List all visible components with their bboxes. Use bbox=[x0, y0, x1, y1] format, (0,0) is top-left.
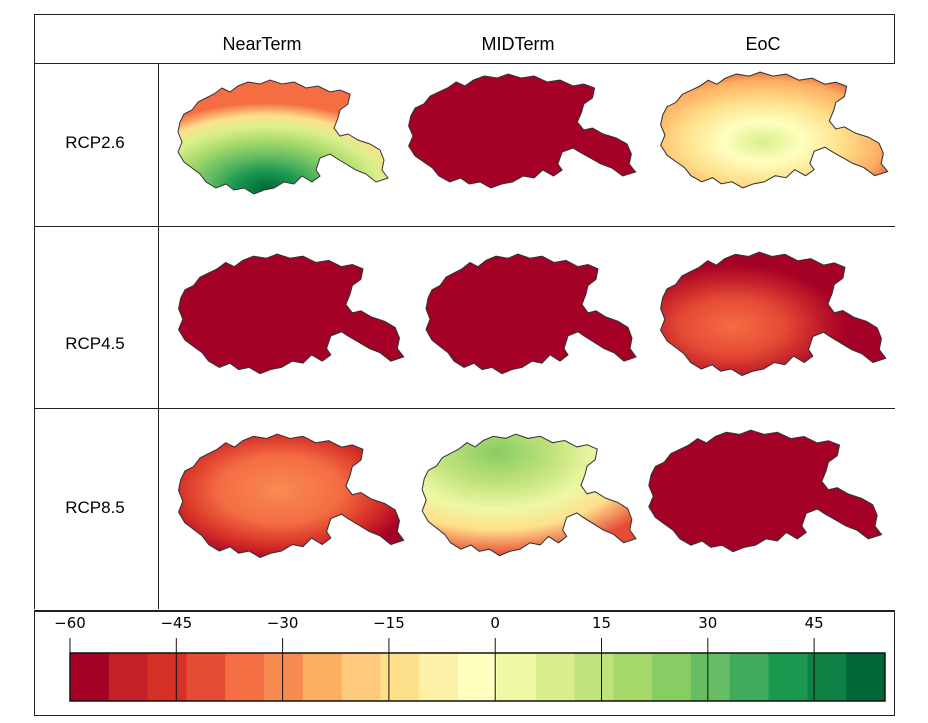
colorbar-tick-label: 0 bbox=[490, 614, 500, 632]
table-left-border bbox=[34, 64, 35, 609]
map-rcp26-nearterm bbox=[177, 79, 389, 195]
colorbar bbox=[69, 638, 886, 702]
colorbar-segment bbox=[652, 653, 692, 701]
map-rcp85-midterm bbox=[421, 433, 637, 557]
colorbar-segment bbox=[380, 653, 420, 701]
map-rcp85-eoc bbox=[648, 429, 883, 553]
map-rcp26-midterm bbox=[408, 73, 637, 189]
map-rcp85-nearterm bbox=[178, 433, 405, 559]
row-divider-2 bbox=[34, 408, 895, 409]
map-rcp45-nearterm bbox=[178, 253, 405, 375]
colorbar-tick-label: −15 bbox=[373, 614, 405, 632]
colorbar-segment bbox=[458, 653, 498, 701]
row-divider-1 bbox=[34, 226, 895, 227]
table-top-border bbox=[34, 14, 895, 15]
colorbar-segment bbox=[419, 653, 459, 701]
colorbar-segment bbox=[264, 653, 304, 701]
column-header-nearterm: NearTerm bbox=[222, 34, 302, 54]
colorbar-tick-label: −45 bbox=[160, 614, 193, 632]
map-rcp26-eoc bbox=[660, 71, 889, 189]
map-rcp45-midterm bbox=[425, 253, 637, 375]
colorbar-tick-label: 15 bbox=[591, 614, 612, 632]
colorbar-segment bbox=[70, 653, 110, 701]
colorbar-segment bbox=[807, 653, 847, 701]
colorbar-segment bbox=[768, 653, 808, 701]
caption-fragment bbox=[0, 0, 928, 12]
colorbar-tick-label: −60 bbox=[54, 614, 86, 632]
row-header-rcp45: RCP4.5 bbox=[65, 334, 125, 353]
colorbar-tick-label: 30 bbox=[698, 614, 718, 632]
colorbar-segment bbox=[147, 653, 187, 701]
table-right-border bbox=[894, 14, 895, 64]
colorbar-segment bbox=[613, 653, 653, 701]
row-header-divider bbox=[158, 64, 159, 609]
colorbar-tick-label: 45 bbox=[804, 614, 824, 632]
colorbar-segment bbox=[108, 653, 149, 701]
colorbar-segment bbox=[302, 653, 343, 701]
colorbar-segment bbox=[574, 653, 614, 701]
colorbar-segment bbox=[535, 653, 576, 701]
row-header-rcp85: RCP8.5 bbox=[65, 498, 125, 517]
colorbar-segment bbox=[341, 653, 381, 701]
colorbar-segment bbox=[186, 653, 226, 701]
header-divider bbox=[34, 63, 895, 64]
row-header-rcp26: RCP2.6 bbox=[65, 133, 125, 152]
table-left-border-top bbox=[34, 14, 35, 64]
colorbar-segment bbox=[846, 653, 886, 701]
colorbar-panel bbox=[34, 610, 895, 716]
colorbar-segment bbox=[729, 653, 770, 701]
map-rcp45-eoc bbox=[660, 251, 887, 377]
colorbar-segment bbox=[225, 653, 265, 701]
colorbar-segment bbox=[496, 653, 537, 701]
colorbar-segment bbox=[690, 653, 731, 701]
column-header-midterm: MIDTerm bbox=[481, 34, 555, 54]
column-header-eoc: EoC bbox=[745, 34, 781, 54]
colorbar-tick-label: −30 bbox=[266, 614, 299, 632]
